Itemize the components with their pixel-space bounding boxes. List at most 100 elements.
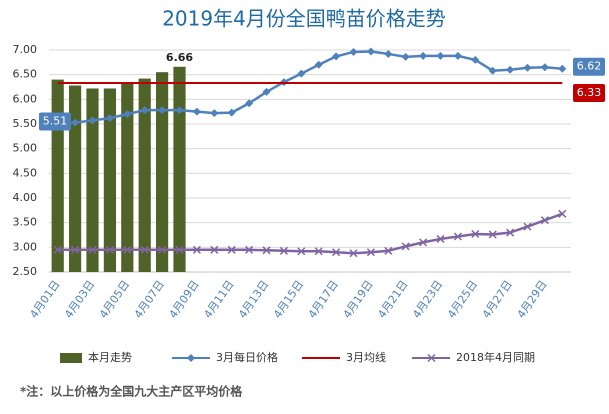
footnote: *注：以上价格为全国九大主产区平均价格 xyxy=(20,384,243,399)
x-tick-label: 4月09日 xyxy=(167,278,202,321)
x-tick-label: 4月27日 xyxy=(480,278,515,321)
x-tick-label: 4月29日 xyxy=(515,278,550,321)
x-tick-label: 4月03日 xyxy=(62,278,97,321)
legend-marker xyxy=(187,354,195,362)
marker xyxy=(523,222,532,231)
marker xyxy=(314,247,323,256)
marker xyxy=(436,234,445,243)
marker xyxy=(123,245,132,254)
marker xyxy=(540,63,549,72)
marker xyxy=(488,66,497,75)
x-tick-label: 4月19日 xyxy=(341,278,376,321)
marker xyxy=(158,106,167,115)
marker xyxy=(175,106,184,115)
x-tick-label: 4月05日 xyxy=(97,278,132,321)
y-tick-label: 6.00 xyxy=(13,92,38,105)
marker xyxy=(262,246,271,255)
marker xyxy=(192,107,201,116)
marker xyxy=(384,49,393,58)
marker xyxy=(419,51,428,60)
y-tick-label: 3.00 xyxy=(13,240,38,253)
x-tick-label: 4月17日 xyxy=(306,278,341,321)
x-tick-label: 4月25日 xyxy=(445,278,480,321)
legend-marker xyxy=(427,353,436,363)
marker xyxy=(245,245,254,254)
marker xyxy=(419,238,428,247)
marker xyxy=(245,99,254,108)
marker xyxy=(471,229,480,239)
x-tick-label: 4月23日 xyxy=(410,278,445,321)
marker xyxy=(88,245,97,254)
marker xyxy=(210,245,219,254)
bar xyxy=(86,88,99,272)
marker xyxy=(401,242,410,251)
y-tick-label: 4.50 xyxy=(13,166,38,179)
marker xyxy=(71,245,80,254)
line xyxy=(57,212,563,255)
marker xyxy=(332,248,341,257)
marker xyxy=(436,51,445,60)
data-label: 6.33 xyxy=(577,86,602,99)
bar xyxy=(103,88,116,272)
legend-label: 本月走势 xyxy=(88,350,132,364)
marker xyxy=(279,246,288,255)
chart-title: 2019年4月份全国鸭苗价格走势 xyxy=(162,7,446,31)
y-tick-label: 3.50 xyxy=(13,216,38,229)
x-tick-label: 4月01日 xyxy=(27,278,62,321)
marker xyxy=(349,249,358,258)
x-tick-label: 4月15日 xyxy=(271,278,306,321)
bar xyxy=(51,79,64,272)
marker xyxy=(297,69,306,78)
y-tick-label: 5.00 xyxy=(13,142,38,155)
marker xyxy=(453,51,462,60)
marker xyxy=(332,52,341,61)
marker xyxy=(366,248,375,257)
legend-swatch xyxy=(60,353,82,363)
y-tick-label: 6.50 xyxy=(13,68,38,81)
bar xyxy=(138,78,151,272)
y-tick-label: 2.50 xyxy=(13,265,38,278)
data-label-box xyxy=(573,84,605,103)
x-tick-label: 4月07日 xyxy=(132,278,167,321)
marker xyxy=(488,230,497,239)
data-label-box xyxy=(573,57,605,76)
y-tick-label: 7.00 xyxy=(13,43,38,56)
marker xyxy=(384,246,393,255)
marker xyxy=(558,64,567,73)
legend-label: 2018年4月同期 xyxy=(456,350,535,364)
marker xyxy=(227,108,236,117)
x-tick-label: 4月13日 xyxy=(236,278,271,321)
data-label-box xyxy=(39,112,71,131)
marker xyxy=(349,47,358,56)
marker xyxy=(453,232,462,241)
marker xyxy=(506,65,515,74)
bar xyxy=(69,85,82,273)
marker xyxy=(523,63,532,72)
data-label: 6.66 xyxy=(166,51,193,64)
marker xyxy=(105,245,114,254)
data-label: 6.62 xyxy=(577,60,602,73)
marker xyxy=(401,52,410,61)
marker xyxy=(88,116,97,125)
bar xyxy=(156,72,169,272)
marker xyxy=(175,245,184,254)
marker xyxy=(210,109,219,118)
marker xyxy=(192,245,201,254)
marker xyxy=(366,47,375,56)
y-tick-label: 5.50 xyxy=(13,117,38,130)
marker xyxy=(158,245,167,254)
marker xyxy=(558,209,567,218)
marker xyxy=(227,245,236,254)
marker xyxy=(262,87,271,96)
marker xyxy=(123,110,132,119)
marker xyxy=(314,60,323,69)
marker xyxy=(71,118,80,127)
bar xyxy=(121,83,134,273)
legend-label: 3月每日价格 xyxy=(216,350,278,364)
marker xyxy=(105,114,114,123)
bar xyxy=(173,66,186,272)
marker xyxy=(53,245,62,254)
marker xyxy=(471,55,480,64)
x-tick-label: 4月11日 xyxy=(201,278,236,321)
